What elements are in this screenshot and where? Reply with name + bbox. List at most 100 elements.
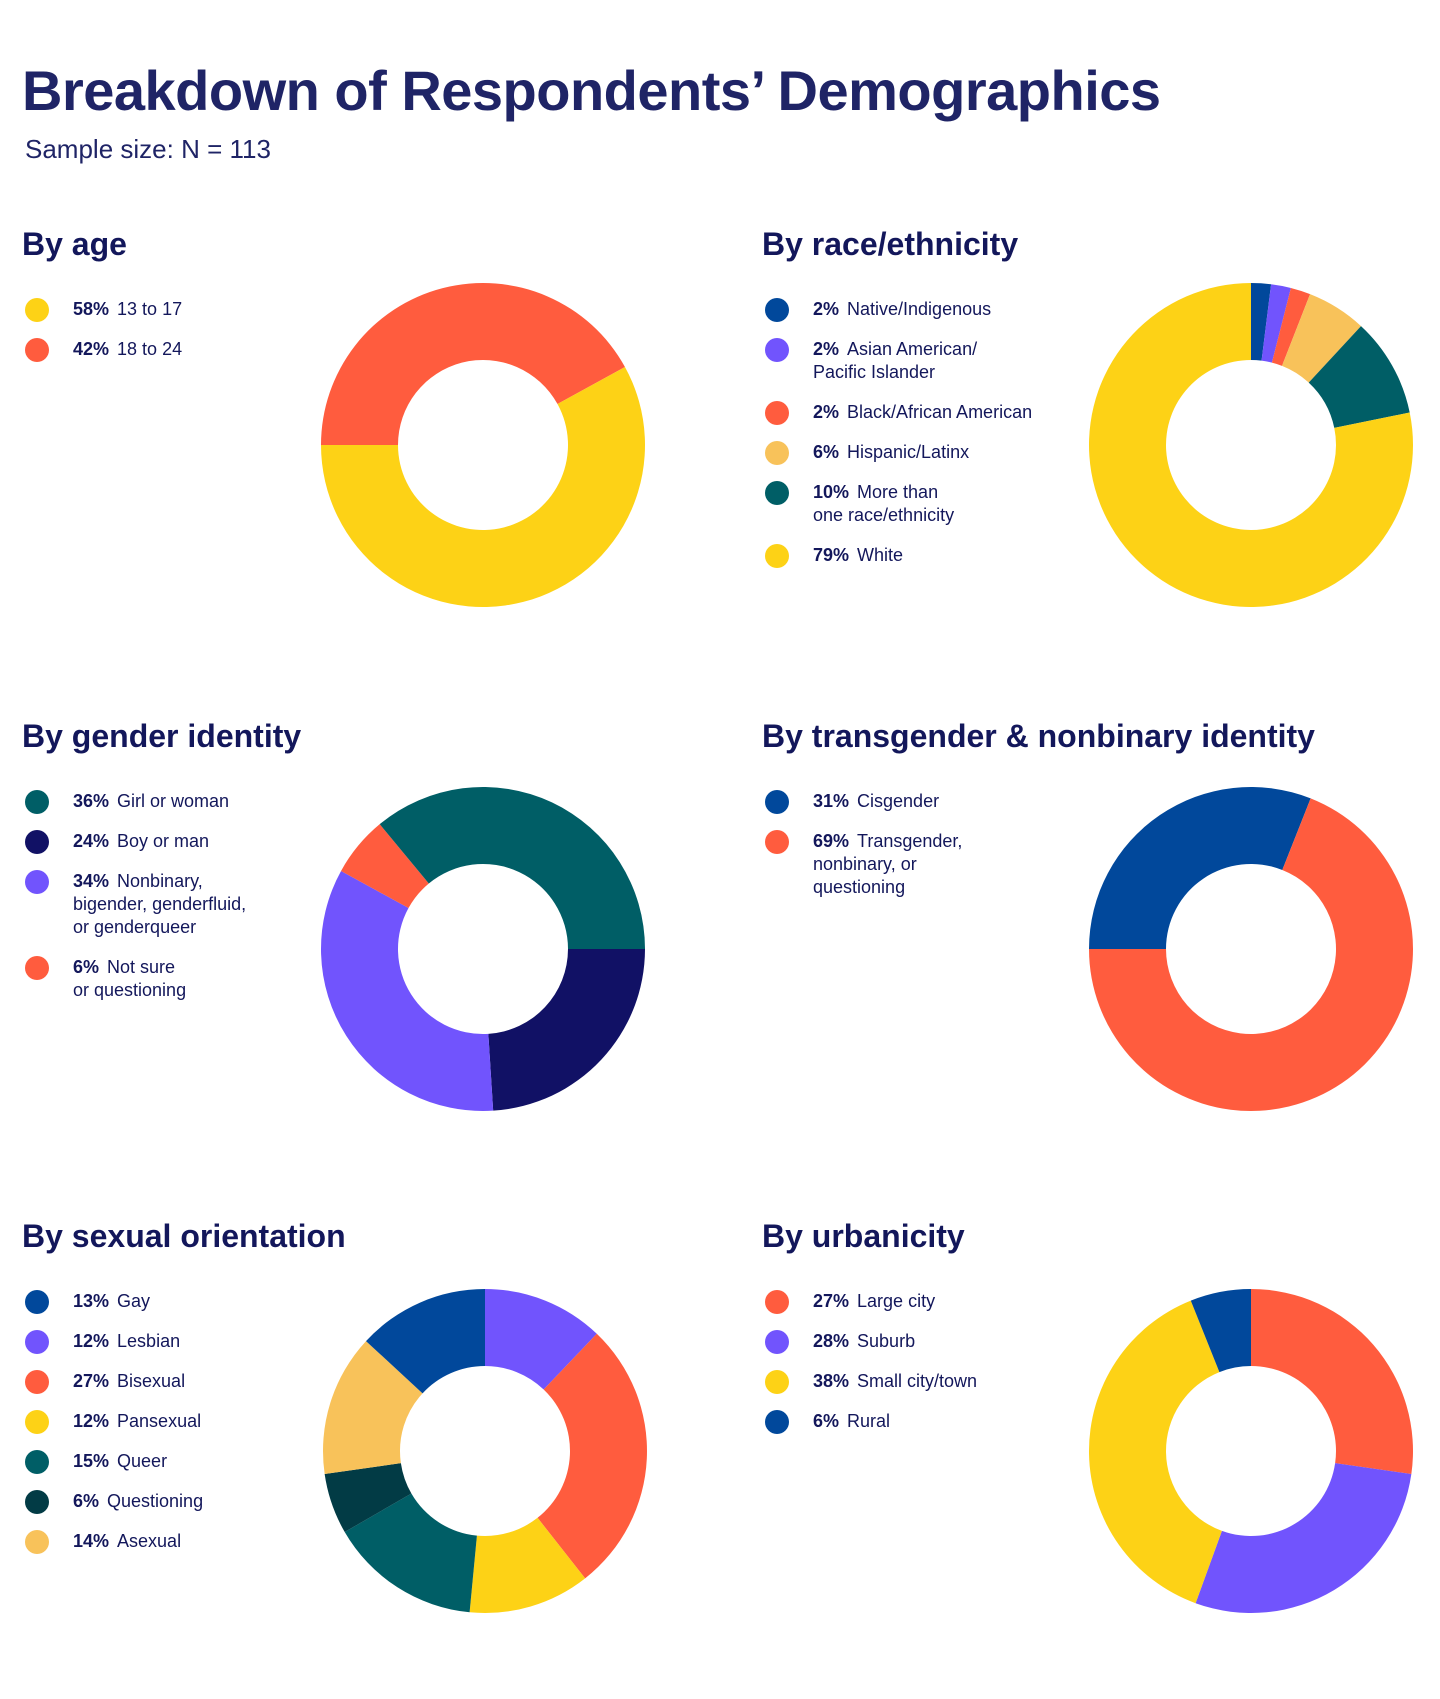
legend-percent: 2% bbox=[813, 299, 840, 319]
legend-item-rural: 6% Rural bbox=[765, 1410, 1055, 1434]
legend-percent: 28% bbox=[813, 1331, 850, 1351]
legend-label: Questioning bbox=[107, 1491, 204, 1511]
slice-small-city-town bbox=[1088, 1300, 1222, 1604]
legend-label: Asian American/ bbox=[847, 339, 978, 359]
slice-questioning bbox=[324, 1463, 412, 1532]
slice-asian-american-pacific-islander bbox=[1261, 284, 1291, 363]
legend-percent: 2% bbox=[813, 339, 840, 359]
legend-label: Hispanic/Latinx bbox=[847, 442, 970, 462]
panel-age: By age 58% 13 to 17 42% 18 to 24 bbox=[22, 226, 722, 696]
legend-percent: 13% bbox=[73, 1291, 110, 1311]
legend-label: bigender, genderfluid, bbox=[73, 894, 247, 914]
legend-percent: 12% bbox=[73, 1411, 110, 1431]
panel-title: By sexual orientation bbox=[22, 1218, 346, 1254]
legend-swatch bbox=[765, 441, 789, 465]
panel-title: By race/ethnicity bbox=[762, 226, 1019, 262]
legend-percent: 15% bbox=[73, 1451, 110, 1471]
legend-label: Girl or woman bbox=[117, 791, 230, 811]
legend-swatch bbox=[765, 830, 789, 854]
slice-bisexual bbox=[537, 1333, 647, 1579]
legend-swatch bbox=[25, 1290, 49, 1314]
legend: 31% Cisgender 69% Transgender, nonbinary, or… bbox=[765, 790, 1055, 916]
legend-percent: 58% bbox=[73, 299, 110, 319]
slice-black-african-american bbox=[1271, 287, 1311, 366]
slice-pansexual bbox=[469, 1517, 586, 1614]
legend-label: Pansexual bbox=[117, 1411, 202, 1431]
legend-label: Cisgender bbox=[857, 791, 940, 811]
legend-label: Large city bbox=[857, 1291, 936, 1311]
legend-swatch bbox=[765, 544, 789, 568]
legend-item-native-indigenous: 2% Native/Indigenous bbox=[765, 298, 1055, 322]
legend-percent: 36% bbox=[73, 791, 110, 811]
legend-swatch bbox=[765, 298, 789, 322]
legend-label: 13 to 17 bbox=[117, 299, 183, 319]
legend-item-asian-american-pacific-islander: 2% Asian American/Pacific Islander bbox=[765, 338, 1055, 384]
legend-item-girl-or-woman: 36% Girl or woman bbox=[25, 790, 315, 814]
legend-item-not-sure-or-questioning: 6% Not sure or questioning bbox=[25, 956, 315, 1002]
legend-label: 18 to 24 bbox=[117, 339, 183, 359]
panel-title: By gender identity bbox=[22, 718, 302, 754]
legend-swatch bbox=[25, 1330, 49, 1354]
legend-label: Gay bbox=[117, 1291, 151, 1311]
legend-percent: 6% bbox=[73, 1491, 100, 1511]
legend-item-boy-or-man: 24% Boy or man bbox=[25, 830, 315, 854]
panel-transgender-nonbinary: By transgender & nonbinary identity 31% C… bbox=[762, 718, 1440, 1188]
legend-swatch bbox=[25, 870, 49, 894]
legend-swatch bbox=[765, 790, 789, 814]
legend-label: Small city/town bbox=[857, 1371, 978, 1391]
legend-swatch bbox=[25, 1410, 49, 1434]
slice-hispanic-latinx bbox=[1282, 294, 1362, 383]
legend-percent: 79% bbox=[813, 545, 850, 565]
legend-item-lesbian: 12% Lesbian bbox=[25, 1330, 315, 1354]
legend-item-more-than-one-race-ethnicity: 10% More than one race/ethnicity bbox=[765, 481, 1055, 527]
page-title: Breakdown of Respondents’ Demographics bbox=[22, 59, 1161, 122]
slice-queer bbox=[344, 1493, 477, 1613]
legend-item-nonbinary-bigender-genderfluid-or-genderqueer: 34% Nonbinary, bigender, genderfluid, or ge… bbox=[25, 870, 315, 939]
legend-swatch bbox=[25, 1450, 49, 1474]
legend-label: Lesbian bbox=[117, 1331, 181, 1351]
legend-label: More than bbox=[857, 482, 939, 502]
legend-percent: 6% bbox=[813, 1411, 840, 1431]
legend-percent: 2% bbox=[813, 402, 840, 422]
legend-label: Boy or man bbox=[117, 831, 210, 851]
slice-13-to-17 bbox=[321, 366, 645, 608]
legend-item-gay: 13% Gay bbox=[25, 1290, 315, 1314]
slice-transgender-nonbinary-or-questioning bbox=[1089, 798, 1413, 1112]
slice-cisgender bbox=[1089, 787, 1311, 949]
legend-swatch bbox=[765, 1330, 789, 1354]
slice-boy-or-man bbox=[488, 949, 645, 1111]
legend-percent: 27% bbox=[73, 1371, 110, 1391]
legend-label: Rural bbox=[847, 1411, 891, 1431]
legend-percent: 34% bbox=[73, 871, 110, 891]
legend: 58% 13 to 17 42% 18 to 24 bbox=[25, 298, 315, 378]
legend-swatch bbox=[25, 298, 49, 322]
sample-size: Sample size: N = 113 bbox=[25, 134, 271, 164]
donut-chart bbox=[321, 787, 645, 1111]
legend-percent: 10% bbox=[813, 482, 850, 502]
slice-native-indigenous bbox=[1251, 283, 1272, 361]
slice-gay bbox=[366, 1289, 485, 1394]
legend-percent: 6% bbox=[813, 442, 840, 462]
legend-swatch bbox=[765, 338, 789, 362]
panel-title: By urbanicity bbox=[762, 1218, 965, 1254]
legend-swatch bbox=[25, 1530, 49, 1554]
legend-label: Asexual bbox=[117, 1531, 182, 1551]
slice-18-to-24 bbox=[321, 283, 625, 445]
legend-percent: 14% bbox=[73, 1531, 110, 1551]
legend-item-asexual: 14% Asexual bbox=[25, 1530, 315, 1554]
legend-swatch bbox=[25, 956, 49, 980]
panel-sexual-orientation: By sexual orientation 13% Gay 12% Lesbian 27… bbox=[22, 1218, 722, 1688]
panel-gender-identity: By gender identity 36% Girl or woman 24% Bo… bbox=[22, 718, 722, 1188]
legend-percent: 42% bbox=[73, 339, 110, 359]
slice-lesbian bbox=[485, 1289, 597, 1390]
legend-item-pansexual: 12% Pansexual bbox=[25, 1410, 315, 1434]
slice-rural bbox=[1190, 1289, 1251, 1373]
legend-label: Pacific Islander bbox=[813, 362, 936, 382]
legend-item-transgender-nonbinary-or-questioning: 69% Transgender, nonbinary, or questioning bbox=[765, 830, 1055, 899]
legend-percent: 12% bbox=[73, 1331, 110, 1351]
panel-title: By age bbox=[22, 226, 127, 262]
legend-swatch bbox=[25, 830, 49, 854]
legend-label: Native/Indigenous bbox=[847, 299, 992, 319]
donut-chart bbox=[1088, 283, 1413, 607]
donut-chart bbox=[1088, 1289, 1413, 1614]
